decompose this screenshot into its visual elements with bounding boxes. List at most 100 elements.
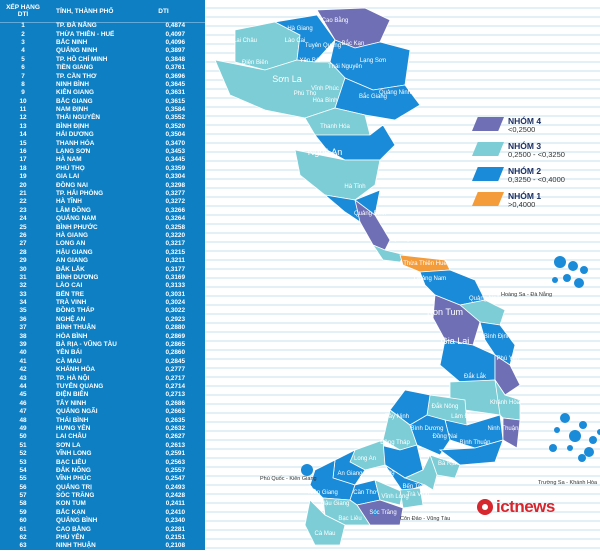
logo-text: ictnews xyxy=(496,497,555,516)
map-label: Lào Cai xyxy=(285,38,306,44)
dti-cell: 0,3266 xyxy=(165,206,185,214)
rank-cell: 50 xyxy=(19,433,27,441)
table-row: 63 NINH THUẬN 0,2108 xyxy=(0,542,205,550)
table-row: 33 BẾN TRE 0,3031 xyxy=(0,291,205,299)
table-row: 31 BÌNH DƯƠNG 0,3169 xyxy=(0,274,205,282)
province-cell: HƯNG YÊN xyxy=(56,424,91,432)
dti-cell: 0,3304 xyxy=(165,173,185,181)
table-row: 52 VĨNH LONG 0,2591 xyxy=(0,450,205,458)
province-cell: PHÚ THỌ xyxy=(56,164,85,172)
dti-cell: 0,2865 xyxy=(165,341,185,349)
table-row: 53 BẠC LIÊU 0,2563 xyxy=(0,458,205,466)
map-label: Tiền Giang xyxy=(365,470,394,476)
dti-cell: 0,2713 xyxy=(165,391,185,399)
table-row: 2 THỪA THIÊN - HUẾ 0,4097 xyxy=(0,30,205,38)
map-label: Quảng Ninh xyxy=(379,90,411,96)
map-label: Lai Châu xyxy=(233,38,257,44)
table-row: 17 HÀ NAM 0,3445 xyxy=(0,156,205,164)
dti-cell: 0,2860 xyxy=(165,349,185,357)
province-cell: TP. HẢI PHÒNG xyxy=(56,190,104,197)
province-cell: LẠNG SƠN xyxy=(56,148,91,156)
rank-cell: 60 xyxy=(19,517,27,525)
dti-cell: 0,3298 xyxy=(165,181,185,189)
dti-cell: 0,4874 xyxy=(165,22,185,30)
province-cell: TP. HỒ CHÍ MINH xyxy=(56,55,108,63)
island-dot xyxy=(569,430,581,442)
header-dti: DTI xyxy=(158,7,169,15)
rank-cell: 15 xyxy=(19,139,27,147)
province-region xyxy=(494,354,521,396)
table-row: 34 TRÀ VINH 0,3024 xyxy=(0,299,205,307)
map-label: Yên Bái xyxy=(299,58,320,64)
province-cell: NGHỆ AN xyxy=(56,315,86,323)
dti-cell: 0,3215 xyxy=(165,248,185,256)
province-cell: CÀ MAU xyxy=(56,357,82,365)
island-dot xyxy=(589,436,597,444)
dti-cell: 0,2717 xyxy=(165,374,185,382)
table-row: 21 TP. HẢI PHÒNG 0,3277 xyxy=(0,190,205,198)
table-row: 47 QUẢNG NGÃI 0,2663 xyxy=(0,408,205,416)
rank-cell: 61 xyxy=(19,525,27,533)
province-cell: AN GIANG xyxy=(56,257,88,265)
map-label: Nghệ An xyxy=(308,147,343,157)
table-row: 30 ĐẮK LẮK 0,3177 xyxy=(0,265,205,273)
province-cell: HÀ NAM xyxy=(56,156,82,164)
dti-cell: 0,3169 xyxy=(165,273,185,281)
map-label: Vĩnh Long xyxy=(381,494,408,500)
ictnews-logo: ictnews xyxy=(476,497,555,517)
province-cell: THÁI NGUYÊN xyxy=(56,114,101,122)
dti-cell: 0,2627 xyxy=(165,433,185,441)
province-cell: THỪA THIÊN - HUẾ xyxy=(56,30,115,38)
province-cell: BẠC LIÊU xyxy=(56,458,87,466)
map-label: Ninh Thuận xyxy=(488,426,519,432)
province-cell: QUẢNG NINH xyxy=(56,47,98,55)
rank-cell: 13 xyxy=(19,122,27,130)
island-dot xyxy=(578,454,586,462)
island-dot xyxy=(312,483,318,489)
map-label: Cần Thơ xyxy=(353,490,377,496)
province-cell: TIỀN GIANG xyxy=(56,64,94,72)
province-cell: HÀ TĨNH xyxy=(56,198,82,206)
dti-cell: 0,4097 xyxy=(165,30,185,38)
table-row: 28 HẬU GIANG 0,3215 xyxy=(0,249,205,257)
island-dot xyxy=(563,274,571,282)
dti-cell: 0,3277 xyxy=(165,190,185,197)
rank-cell: 24 xyxy=(19,215,27,223)
dti-cell: 0,3264 xyxy=(165,215,185,223)
dti-cell: 0,2714 xyxy=(165,382,185,390)
province-cell: TRÀ VINH xyxy=(56,299,87,307)
map-label: Kiên Giang xyxy=(308,490,338,496)
dti-cell: 0,2869 xyxy=(165,332,185,340)
table-row: 14 HẢI DƯƠNG 0,3504 xyxy=(0,131,205,139)
map-label: Đồng Tháp xyxy=(380,440,410,446)
dti-cell: 0,3258 xyxy=(165,223,185,231)
dti-cell: 0,2923 xyxy=(165,315,185,323)
map-label: Bình Phước xyxy=(394,380,426,386)
map-label: Lâm Đồng xyxy=(451,414,479,420)
province-cell: PHÚ YÊN xyxy=(56,534,85,542)
table-row: 5 TP. HỒ CHÍ MINH 0,3848 xyxy=(0,56,205,64)
dti-cell: 0,2411 xyxy=(165,500,185,508)
legend-range: <0,2500 xyxy=(508,125,536,134)
rank-cell: 3 xyxy=(21,38,25,46)
dti-cell: 0,2281 xyxy=(165,525,185,533)
table-body: 1 TP. ĐÀ NẴNG 0,4874 2 THỪA THIÊN - HUẾ 0,409… xyxy=(0,22,205,551)
dti-cell: 0,3024 xyxy=(165,299,185,307)
table-row: 4 QUẢNG NINH 0,3897 xyxy=(0,47,205,55)
rank-cell: 11 xyxy=(19,106,27,114)
map-label: Hà Tĩnh xyxy=(344,184,365,190)
province-cell: KIÊN GIANG xyxy=(56,89,94,97)
table-row: 12 THÁI NGUYÊN 0,3552 xyxy=(0,114,205,122)
province-cell: VĨNH LONG xyxy=(56,450,92,458)
province-region xyxy=(371,244,406,263)
table-row: 54 ĐẮK NÔNG 0,2557 xyxy=(0,467,205,475)
dti-cell: 0,3696 xyxy=(165,72,185,80)
legend-range: 0,2500 - <0,3250 xyxy=(508,150,565,159)
rank-cell: 19 xyxy=(19,173,27,181)
table-row: 37 BÌNH THUẬN 0,2880 xyxy=(0,324,205,332)
province-cell: SÓC TRĂNG xyxy=(56,492,95,500)
rank-cell: 27 xyxy=(19,240,27,248)
island-dot xyxy=(554,427,560,433)
province-cell: ĐẮK LẮK xyxy=(56,265,85,273)
map-label: Quảng Trị xyxy=(392,236,418,242)
